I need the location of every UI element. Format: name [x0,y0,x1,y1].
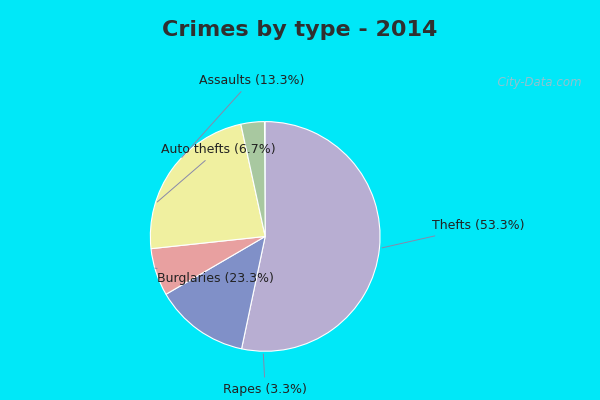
Wedge shape [242,122,380,351]
Wedge shape [166,236,265,349]
Wedge shape [151,124,265,249]
Text: Thefts (53.3%): Thefts (53.3%) [382,220,525,248]
Text: Assaults (13.3%): Assaults (13.3%) [182,74,304,158]
Wedge shape [241,122,265,236]
Text: City-Data.com: City-Data.com [490,76,582,89]
Text: Burglaries (23.3%): Burglaries (23.3%) [155,268,274,285]
Text: Crimes by type - 2014: Crimes by type - 2014 [163,20,437,40]
Text: Rapes (3.3%): Rapes (3.3%) [223,354,307,396]
Text: Auto thefts (6.7%): Auto thefts (6.7%) [157,143,275,202]
Wedge shape [151,236,265,294]
